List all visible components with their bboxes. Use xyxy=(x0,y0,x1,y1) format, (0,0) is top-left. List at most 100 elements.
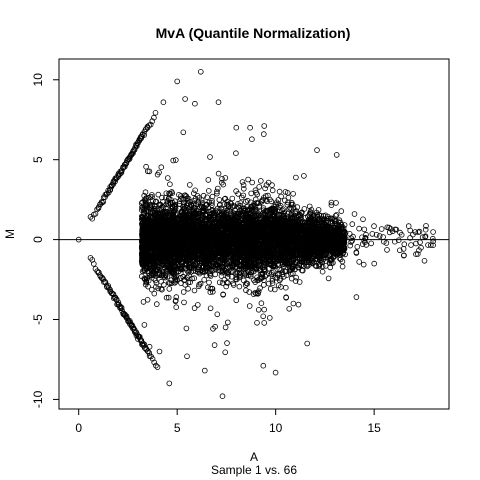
data-point xyxy=(237,200,244,206)
data-point xyxy=(209,200,215,206)
data-point xyxy=(187,199,194,205)
data-point xyxy=(127,321,133,327)
data-point xyxy=(225,319,231,326)
data-point xyxy=(156,271,163,278)
data-point xyxy=(122,163,128,170)
data-point xyxy=(113,296,120,303)
data-point xyxy=(158,164,165,171)
data-point xyxy=(265,179,272,186)
data-point xyxy=(153,362,159,369)
data-point xyxy=(223,283,230,290)
data-point xyxy=(165,294,172,301)
data-point xyxy=(112,178,118,185)
data-point xyxy=(151,114,157,121)
data-point xyxy=(163,294,170,301)
data-point xyxy=(254,319,260,326)
data-point xyxy=(289,264,296,270)
data-point xyxy=(294,204,301,210)
data-point xyxy=(256,184,263,190)
data-point xyxy=(215,185,221,192)
data-point xyxy=(293,174,299,181)
data-point xyxy=(229,195,236,202)
data-point xyxy=(214,188,220,195)
data-point xyxy=(158,278,165,285)
data-point xyxy=(272,369,279,376)
data-point xyxy=(118,305,125,312)
data-point xyxy=(155,191,162,198)
data-point xyxy=(290,191,296,197)
data-point xyxy=(267,212,274,218)
data-point xyxy=(141,322,148,328)
chart-title: MvA (Quantile Normalization) xyxy=(156,25,351,41)
data-point xyxy=(130,325,136,332)
data-point xyxy=(338,208,345,214)
data-point xyxy=(122,311,128,318)
data-point xyxy=(187,279,193,286)
data-point xyxy=(164,198,171,204)
data-point xyxy=(102,194,108,200)
data-point xyxy=(94,268,100,275)
data-point xyxy=(255,306,262,313)
data-point xyxy=(269,182,275,188)
data-point xyxy=(301,173,307,179)
data-point xyxy=(206,279,212,286)
data-point xyxy=(207,273,214,279)
data-point xyxy=(207,305,214,312)
data-point xyxy=(138,338,145,345)
data-point xyxy=(187,182,193,188)
data-point xyxy=(219,280,226,286)
data-point xyxy=(239,179,246,185)
data-point xyxy=(275,197,282,203)
data-point xyxy=(214,190,220,197)
data-point xyxy=(153,280,160,286)
data-point xyxy=(128,152,135,159)
data-point xyxy=(267,286,274,292)
data-point xyxy=(123,314,130,321)
data-point xyxy=(206,188,212,194)
data-point xyxy=(180,129,187,136)
data-point xyxy=(295,301,302,308)
data-point xyxy=(128,322,135,328)
data-point xyxy=(130,150,136,157)
data-point xyxy=(141,275,148,282)
data-point xyxy=(113,175,120,181)
data-point xyxy=(146,168,153,175)
data-point xyxy=(299,267,305,274)
data-point xyxy=(286,305,293,312)
data-point xyxy=(244,280,251,287)
data-point xyxy=(283,294,289,301)
data-point xyxy=(241,186,247,192)
data-point xyxy=(260,207,267,214)
data-point xyxy=(159,286,165,293)
data-point xyxy=(209,193,216,200)
data-point xyxy=(154,171,161,178)
data-point xyxy=(262,185,268,192)
data-point xyxy=(125,156,131,162)
data-point xyxy=(166,286,173,292)
data-point xyxy=(320,213,327,219)
data-point xyxy=(191,190,197,197)
data-point xyxy=(180,289,187,295)
data-point xyxy=(222,324,229,331)
data-point xyxy=(133,329,140,336)
data-point xyxy=(115,299,122,306)
data-point xyxy=(209,285,215,292)
data-point xyxy=(120,165,126,171)
data-point xyxy=(214,311,221,318)
data-point xyxy=(236,283,243,290)
data-point xyxy=(136,137,143,143)
data-point xyxy=(237,269,243,276)
data-point xyxy=(271,286,278,293)
data-point xyxy=(243,287,249,294)
data-point xyxy=(260,362,267,369)
data-point xyxy=(97,272,103,279)
data-point xyxy=(112,294,118,301)
data-point xyxy=(159,194,165,201)
data-point xyxy=(103,283,110,289)
data-point xyxy=(216,197,223,203)
data-point xyxy=(222,175,229,181)
data-point xyxy=(143,163,149,170)
data-point xyxy=(246,289,253,295)
data-point xyxy=(254,277,261,284)
data-point xyxy=(224,340,230,346)
